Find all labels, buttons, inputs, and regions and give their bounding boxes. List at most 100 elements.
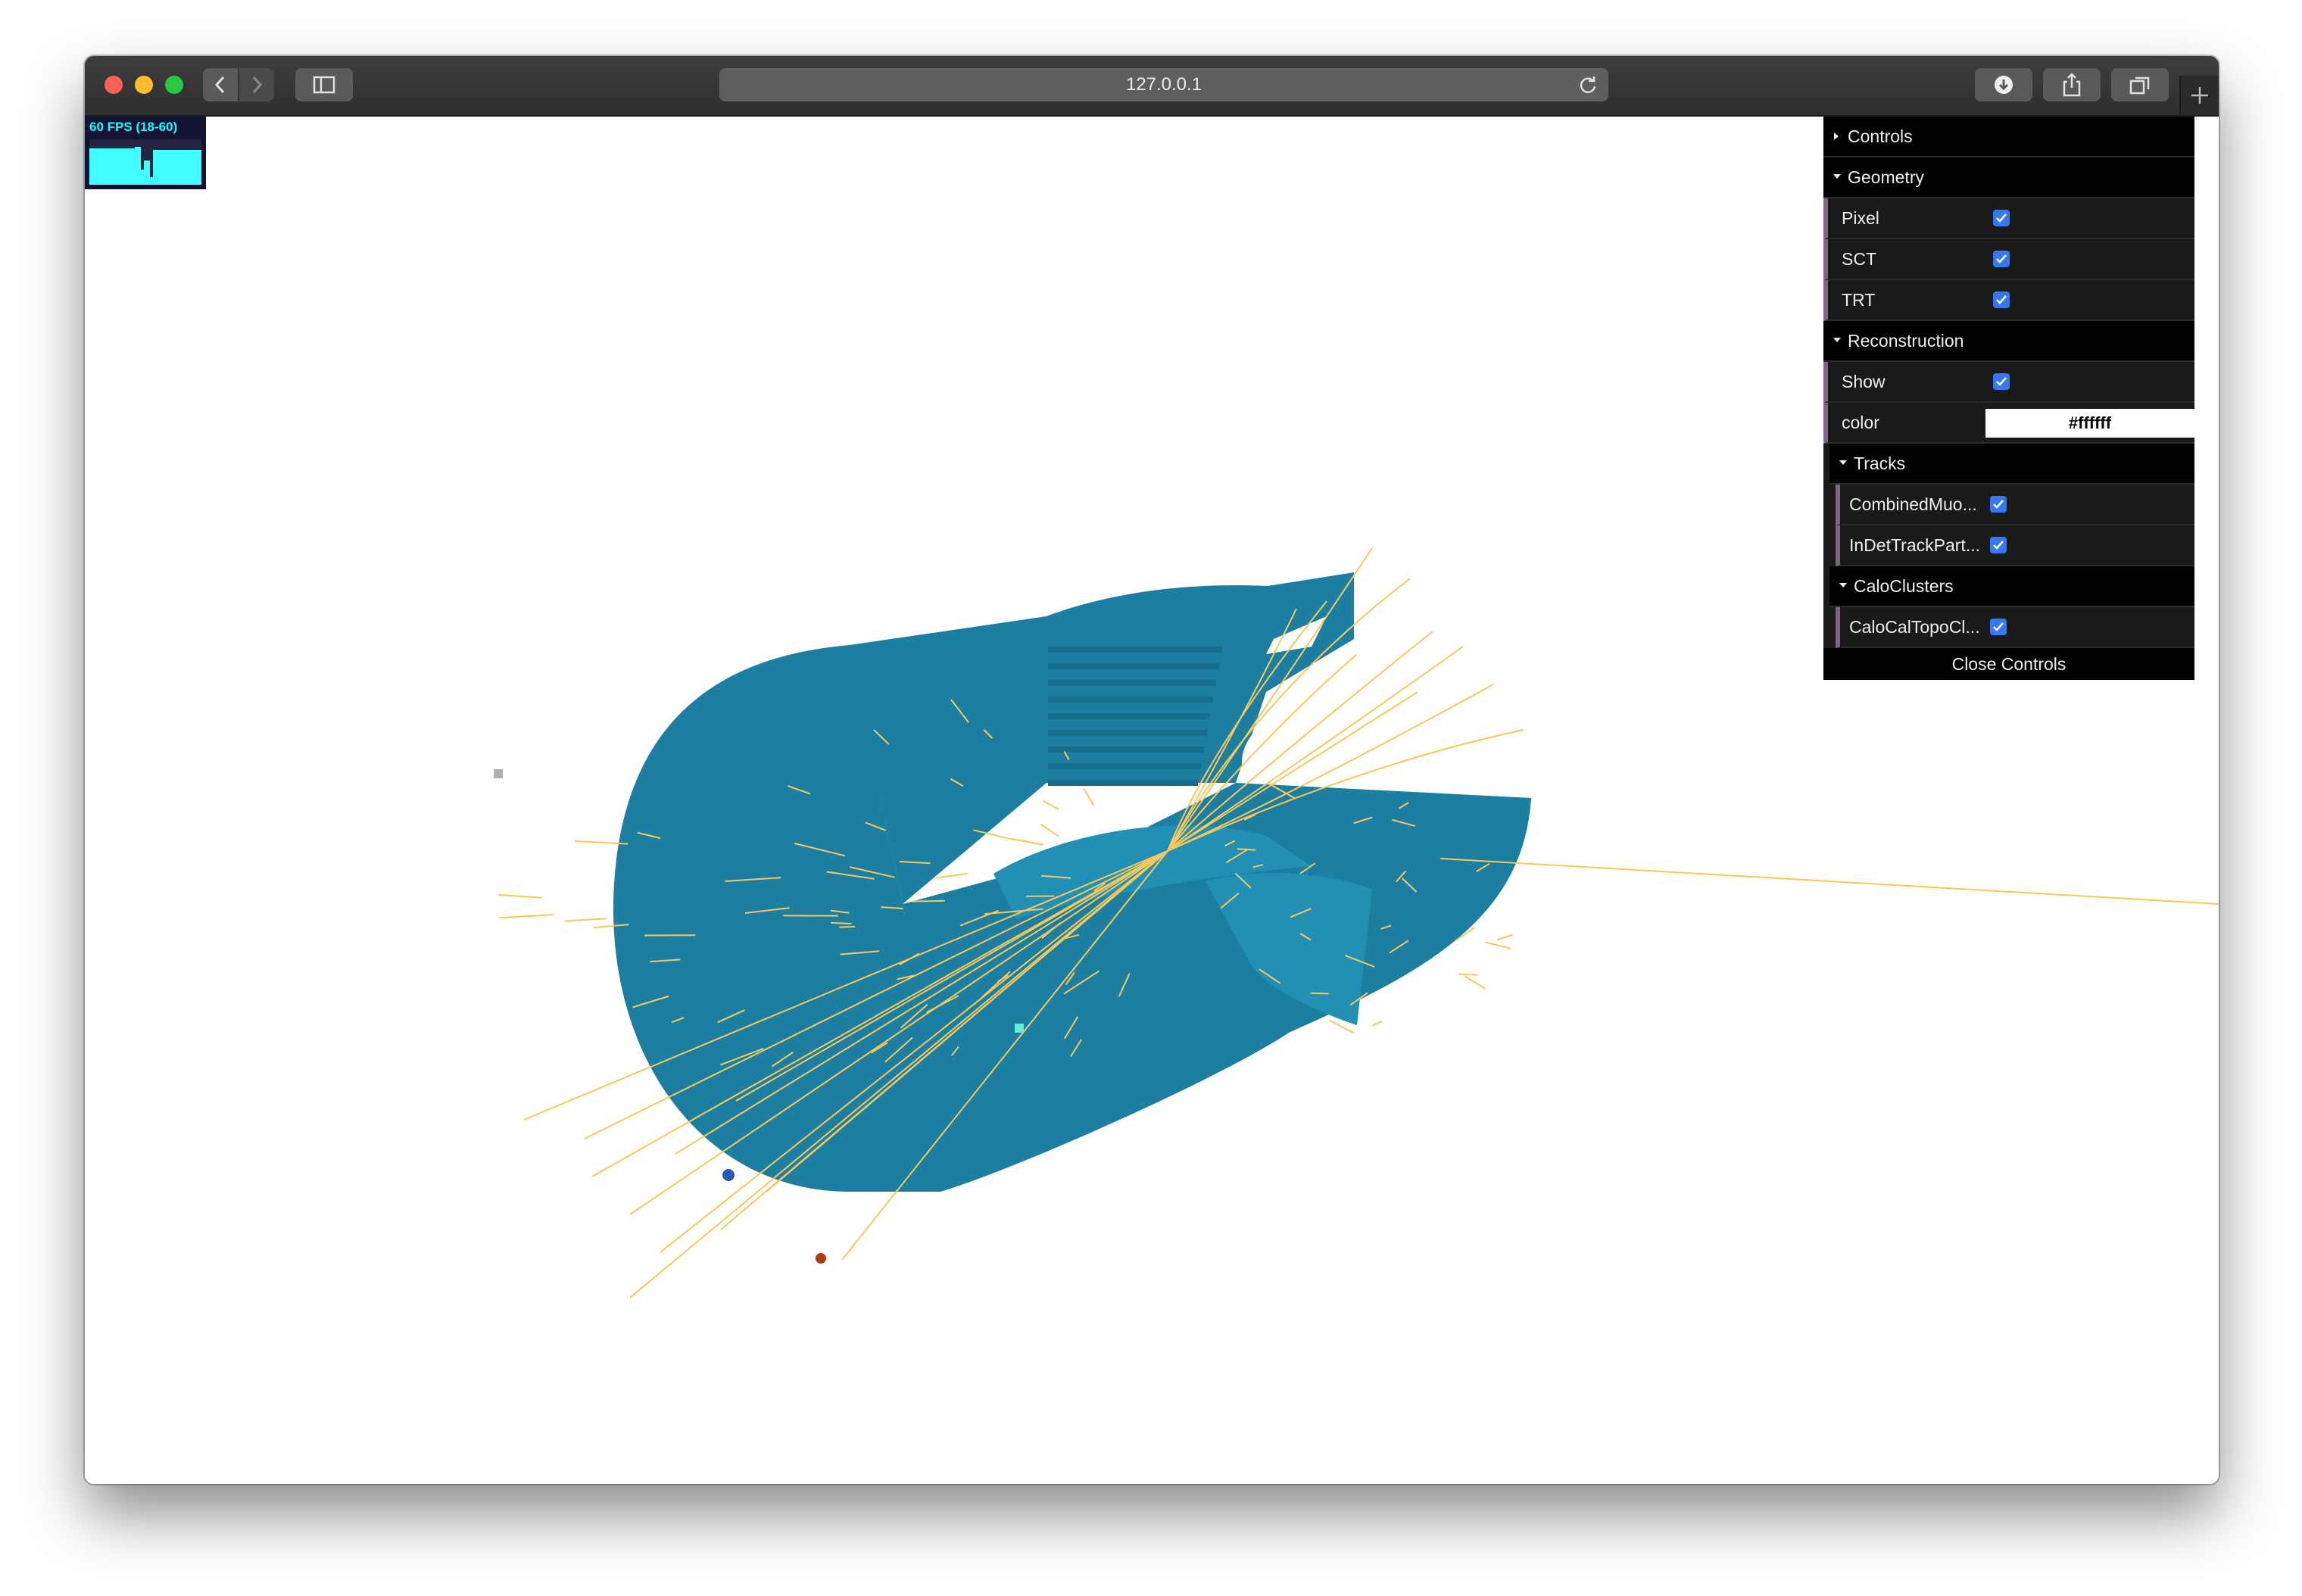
track-segment — [1234, 872, 1252, 889]
track-line — [629, 850, 1168, 1298]
maximize-window-button[interactable] — [165, 76, 183, 94]
detector-slat — [1048, 730, 1207, 736]
track-segment — [1401, 877, 1418, 893]
fps-stats-panel[interactable]: 60 FPS (18-60) — [85, 117, 206, 189]
track-segment — [830, 909, 850, 914]
combined-muon-label: CombinedMuo... — [1849, 494, 1977, 514]
track-segment — [900, 860, 931, 865]
track-segment — [831, 921, 852, 924]
show-checkbox[interactable] — [1993, 373, 2010, 390]
indet-track-label: InDetTrackPart... — [1849, 535, 1980, 555]
indet-track-toggle-row[interactable]: InDetTrackPart... — [1836, 525, 2194, 566]
track-segment — [981, 971, 1011, 998]
pixel-toggle-row[interactable]: Pixel — [1823, 198, 2194, 239]
detector-slat — [1048, 763, 1201, 769]
detector-slat — [1048, 663, 1219, 669]
track-segment — [1224, 840, 1236, 847]
pixel-checkbox[interactable] — [1993, 210, 2010, 226]
track-segment — [1310, 992, 1329, 995]
track-segment — [1083, 788, 1095, 806]
sct-checkbox[interactable] — [1993, 251, 2010, 267]
indet-track-checkbox[interactable] — [1990, 537, 2007, 553]
track-segment — [1063, 751, 1070, 760]
track-segment — [1454, 927, 1476, 942]
share-button[interactable] — [2043, 68, 2101, 101]
geometry-folder-title[interactable]: Geometry — [1823, 157, 2194, 198]
caloclusters-folder-title[interactable]: CaloClusters — [1829, 566, 2194, 607]
back-button[interactable] — [203, 68, 238, 101]
track-segment — [865, 821, 887, 831]
track-segment — [973, 829, 1015, 841]
url-text: 127.0.0.1 — [1125, 74, 1202, 95]
track-segment — [1458, 973, 1478, 976]
track-segment — [873, 729, 890, 745]
checkmark-icon — [1993, 500, 2004, 509]
calo-topo-checkbox[interactable] — [1990, 619, 2007, 635]
color-input[interactable]: #ffffff — [1985, 409, 2194, 438]
track-segment — [1225, 848, 1249, 864]
track-segment — [1043, 800, 1059, 810]
particle-tracks — [498, 547, 2219, 1298]
controls-folder-title[interactable]: Controls — [1823, 117, 2194, 157]
sidebar-toggle-button[interactable] — [295, 68, 353, 101]
close-controls-button[interactable]: Close Controls — [1823, 648, 2194, 680]
track-segment — [1093, 882, 1106, 892]
track-segment — [1299, 862, 1316, 874]
minimize-window-button[interactable] — [135, 76, 153, 94]
combined-muon-toggle-row[interactable]: CombinedMuo... — [1836, 485, 2194, 525]
reconstruction-folder-title[interactable]: Reconstruction — [1823, 321, 2194, 362]
track-line — [766, 850, 1168, 1192]
track-segment — [650, 959, 681, 963]
detector-scene[interactable] — [85, 117, 2219, 1484]
marker-orange — [816, 1253, 826, 1264]
combined-muon-checkbox[interactable] — [1990, 496, 2007, 513]
trt-toggle-row[interactable]: TRT — [1823, 280, 2194, 321]
sct-toggle-row[interactable]: SCT — [1823, 239, 2194, 280]
track-segment — [771, 1051, 794, 1068]
checkmark-icon — [1996, 214, 2007, 223]
detector-lower-lip — [1206, 873, 1372, 1025]
color-row[interactable]: color #ffffff — [1823, 403, 2194, 444]
reload-icon[interactable] — [1578, 76, 1598, 95]
track-segment — [1372, 1020, 1383, 1027]
tab-overview-button[interactable] — [2111, 68, 2169, 101]
marker-cyan — [1015, 1024, 1024, 1033]
detector-slats — [1048, 647, 1222, 786]
caret-down-icon — [1839, 460, 1847, 465]
track-segment — [498, 914, 554, 919]
detector-barrel — [613, 645, 1532, 1192]
track-segment — [794, 842, 846, 857]
address-bar[interactable]: 127.0.0.1 — [719, 68, 1608, 101]
tracks-folder-title[interactable]: Tracks — [1829, 444, 2194, 485]
new-tab-button[interactable] — [2179, 76, 2219, 115]
forward-button[interactable] — [239, 68, 274, 101]
pixel-label: Pixel — [1842, 207, 1879, 228]
downloads-button[interactable] — [1975, 68, 2032, 101]
tabs-icon — [2129, 76, 2150, 95]
track-segment — [1380, 924, 1392, 930]
chevron-right-icon — [252, 76, 263, 94]
sct-label: SCT — [1842, 248, 1876, 269]
share-icon — [2063, 73, 2081, 97]
track-segment — [1220, 893, 1240, 909]
track-segment — [717, 1009, 745, 1024]
track-segment — [983, 729, 993, 739]
show-toggle-row[interactable]: Show — [1823, 362, 2194, 403]
track-segment — [1012, 838, 1043, 846]
track-segment — [849, 866, 895, 878]
caret-down-icon — [1839, 583, 1847, 588]
track-segment — [725, 877, 781, 882]
track-segment — [1392, 818, 1416, 827]
geometry-title: Geometry — [1848, 167, 1924, 187]
track-segment — [1243, 814, 1255, 821]
close-window-button[interactable] — [104, 76, 123, 94]
marker-blue — [722, 1169, 735, 1181]
webgl-viewport[interactable]: 60 FPS (18-60) Controls Geometry Pixel — [85, 117, 2219, 1484]
track-segment — [1040, 823, 1059, 837]
calo-topo-toggle-row[interactable]: CaloCalTopoCl... — [1836, 607, 2194, 648]
show-label: Show — [1842, 371, 1886, 391]
track-segment — [671, 1017, 685, 1024]
trt-checkbox[interactable] — [1993, 291, 2010, 308]
track-segment — [926, 995, 959, 1014]
track-segment — [574, 840, 629, 845]
